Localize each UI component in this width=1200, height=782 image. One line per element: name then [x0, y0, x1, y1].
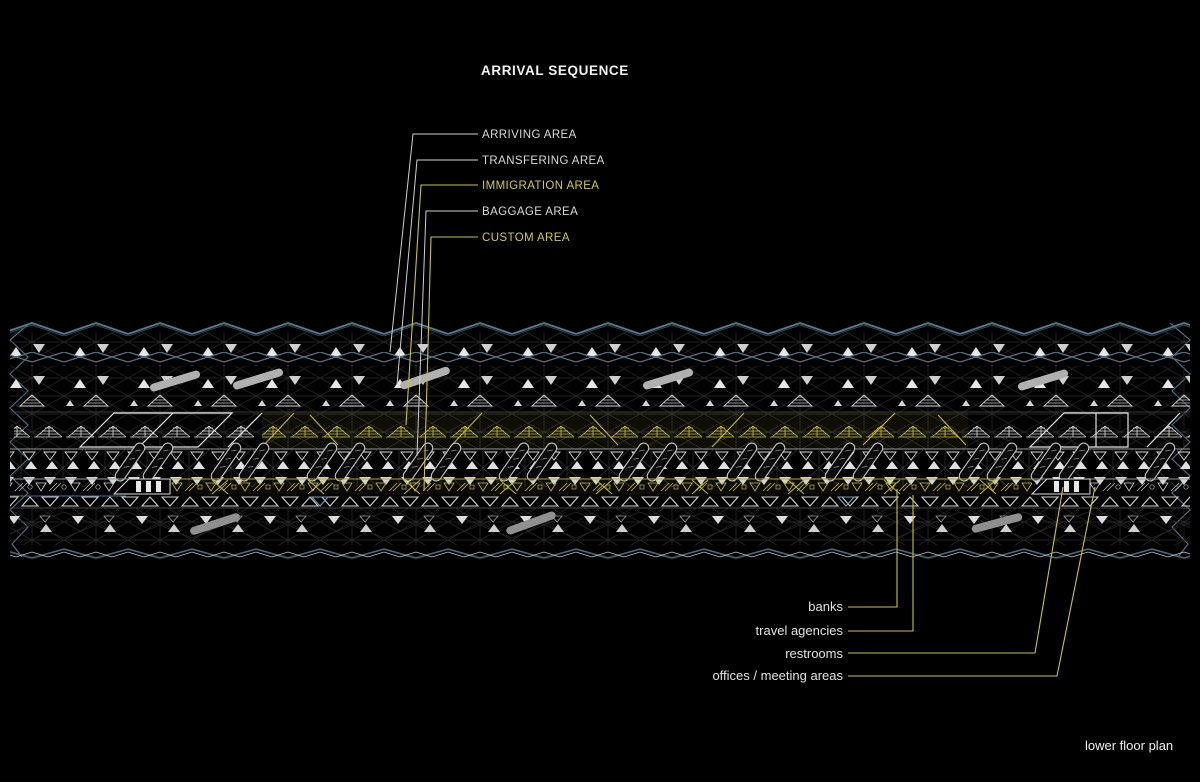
leader-arriving-area: [389, 133, 478, 353]
leader-lines: [389, 133, 1096, 677]
leader-offices-meeting-areas: [848, 486, 1096, 677]
plan-body: [9, 320, 1191, 559]
leader-restrooms: [848, 486, 1064, 654]
leader-baggage-area: [416, 210, 478, 457]
label-transfering-area: TRANSFERING AREA: [482, 155, 605, 167]
teal-triangle-accent: [310, 496, 330, 507]
checkin-parallelograms: [78, 412, 1181, 448]
label-offices-meeting-areas: offices / meeting areas: [712, 668, 843, 683]
counter-blocks: [112, 478, 1091, 495]
label-restrooms: restrooms: [785, 646, 843, 661]
leader-travel-agencies: [848, 495, 914, 632]
leader-transfering-area: [396, 159, 478, 386]
teal-triangle-accent: [836, 496, 856, 507]
plan-caption: lower floor plan: [1085, 738, 1174, 753]
leader-immigration-area: [405, 184, 478, 426]
label-banks: banks: [808, 599, 843, 614]
label-baggage-area: BAGGAGE AREA: [482, 206, 579, 218]
leader-custom-area: [423, 236, 478, 492]
custom-highlight-zone: [168, 480, 1032, 494]
label-arriving-area: ARRIVING AREA: [482, 129, 577, 141]
leader-banks: [848, 489, 898, 608]
diagram-title: ARRIVAL SEQUENCE: [481, 63, 629, 78]
bottom-zigzag: [10, 545, 1190, 559]
immigration-divider-lines: [261, 412, 967, 448]
label-immigration-area: IMMIGRATION AREA: [482, 180, 600, 192]
label-travel-agencies: travel agencies: [755, 623, 843, 638]
label-custom-area: CUSTOM AREA: [482, 232, 570, 244]
level-zigzag: [10, 352, 1190, 366]
